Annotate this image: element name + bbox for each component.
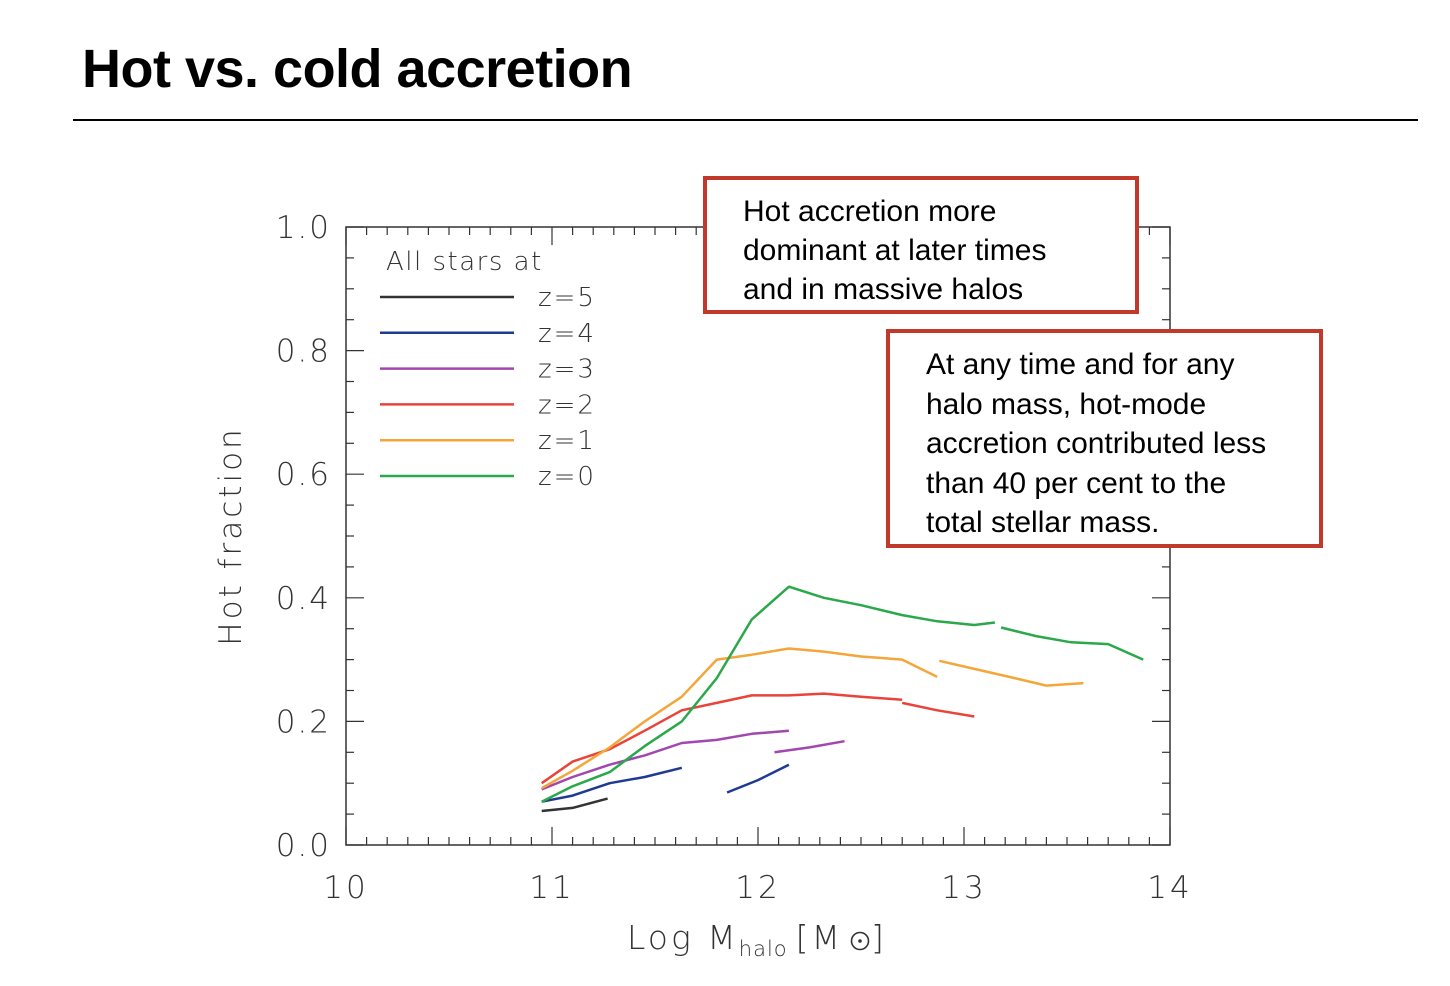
callout-hot-accretion-dominant: Hot accretion more dominant at later tim… <box>703 176 1139 314</box>
y-tick-label: 0.4 <box>276 581 331 617</box>
legend-label: z=2 <box>538 390 596 420</box>
series-line-z=4 <box>541 766 683 803</box>
y-tick-label: 0.6 <box>276 457 331 493</box>
callout-hot-mode-less-than-40: At any time and for any halo mass, hot-m… <box>886 329 1323 548</box>
legend-label: z=5 <box>538 283 596 313</box>
series-line-z=3 <box>774 739 845 754</box>
legend-label: z=0 <box>538 462 596 492</box>
x-tick-label: 10 <box>323 870 368 906</box>
x-tick-label: 12 <box>735 870 780 906</box>
x-axis-label-subscript: halo <box>739 937 788 961</box>
legend: All stars at z=5 z=4 z=3 z=2 z=1 z=0 <box>380 247 596 492</box>
svg-text:Log Mhalo[M: Log Mhalo [M <box>627 918 843 961</box>
x-tick-label: 13 <box>941 870 986 906</box>
sun-symbol <box>850 931 870 951</box>
title-divider <box>73 119 1418 121</box>
y-axis-label: Hot fraction <box>213 426 249 645</box>
callout-1-text: Hot accretion more dominant at later tim… <box>743 195 1047 306</box>
legend-label: z=3 <box>538 355 596 385</box>
x-axis-label-main: Log M <box>627 918 739 957</box>
x-axis-label-unit-close: ] <box>871 918 884 957</box>
series-line-z=5 <box>541 797 608 813</box>
series-line-z=3 <box>541 729 790 791</box>
y-tick-label: 0.0 <box>276 828 331 864</box>
y-tick-label: 0.8 <box>276 334 331 370</box>
legend-label: z=4 <box>538 319 596 349</box>
slide-title: Hot vs. cold accretion <box>82 39 633 99</box>
x-axis-label: Log Mhalo [M ] <box>627 918 884 961</box>
x-axis-label-unit-open: [M <box>796 918 843 957</box>
callout-2-text: At any time and for any halo mass, hot-m… <box>926 348 1267 539</box>
series-line-z=0 <box>1000 626 1144 661</box>
legend-label: z=1 <box>538 426 596 456</box>
series-line-z=2 <box>901 701 975 718</box>
x-tick-label: 14 <box>1147 870 1192 906</box>
axis-tick-labels: 10 11 12 13 14 0.0 0.2 0.4 0.6 0.8 1.0 <box>276 210 1192 906</box>
legend-title: All stars at <box>386 247 543 277</box>
x-tick-label: 11 <box>529 870 574 906</box>
series-line-z=4 <box>726 763 790 794</box>
series-line-z=1 <box>939 659 1084 687</box>
series-line-z=2 <box>540 692 903 785</box>
data-lines <box>540 585 1144 813</box>
series-line-z=1 <box>541 647 938 790</box>
y-tick-label: 1.0 <box>276 210 331 246</box>
series-line-z=0 <box>541 585 996 803</box>
y-tick-label: 0.2 <box>276 704 331 740</box>
